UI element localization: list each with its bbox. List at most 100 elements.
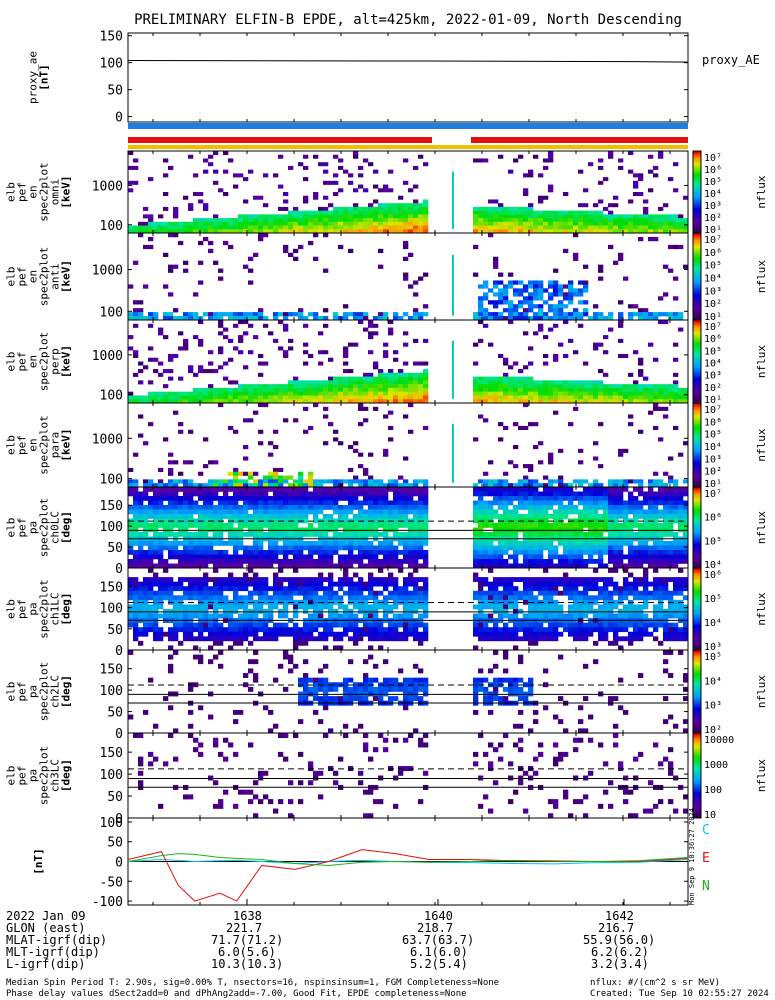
spec-cell xyxy=(128,586,134,592)
spec-cell xyxy=(503,425,509,431)
spec-cell xyxy=(493,210,499,215)
spec-cell xyxy=(408,206,414,211)
spec-cell xyxy=(338,376,344,381)
spec-cell xyxy=(533,288,539,293)
spec-cell xyxy=(353,214,359,219)
spec-cell xyxy=(368,214,374,219)
spec-cell xyxy=(598,199,604,204)
spec-cell xyxy=(268,627,274,633)
spec-cell xyxy=(238,496,244,501)
spec-cell xyxy=(518,391,524,396)
spec-cell xyxy=(353,572,359,578)
spec-cell xyxy=(368,590,374,596)
spec-cell xyxy=(668,545,674,551)
spec-cell xyxy=(418,312,424,317)
spec-cell xyxy=(253,509,259,515)
spec-cell xyxy=(398,491,404,497)
spec-cell xyxy=(343,590,349,596)
spec-cell xyxy=(623,399,629,404)
spec-cell xyxy=(568,214,574,219)
spec-cell xyxy=(588,559,594,564)
spec-cell xyxy=(313,500,319,506)
spec-cell xyxy=(283,323,289,328)
spec-cell xyxy=(138,316,144,321)
spec-cell xyxy=(383,559,389,564)
spec-cell xyxy=(273,604,279,610)
spec-cell xyxy=(513,316,519,321)
spec-cell xyxy=(523,365,529,370)
spec-cell xyxy=(323,384,329,389)
spec-cell xyxy=(388,572,394,578)
spec-cell xyxy=(383,491,389,497)
spec-cell xyxy=(228,514,234,519)
spec-cell xyxy=(383,500,389,506)
spec-cell xyxy=(613,214,619,219)
spec-cell xyxy=(493,376,499,381)
spec-cell xyxy=(483,218,489,223)
spec-cell xyxy=(483,323,489,328)
spec-cell xyxy=(368,505,374,510)
spec-cell xyxy=(133,505,139,510)
spec-cell xyxy=(398,590,404,596)
spec-cell xyxy=(133,225,139,230)
spec-cell xyxy=(323,577,329,582)
spec-cell xyxy=(343,479,349,484)
spec-cell xyxy=(393,380,399,385)
spec-cell xyxy=(208,590,214,596)
spec-cell xyxy=(298,604,304,610)
spec-cell xyxy=(188,627,194,633)
spec-cell xyxy=(243,636,249,642)
spec-cell xyxy=(488,613,494,619)
spec-cell xyxy=(583,210,589,215)
spec-cell xyxy=(308,353,314,359)
spec-cell xyxy=(663,532,669,537)
spec-cell xyxy=(278,500,284,506)
spec-cell xyxy=(413,218,419,223)
spec-cell xyxy=(373,491,379,497)
spec-cell xyxy=(248,568,254,573)
spec-cell xyxy=(348,559,354,564)
spec-cell xyxy=(203,491,209,497)
spec-cell xyxy=(573,350,579,355)
spec-cell xyxy=(383,452,389,457)
spec-cell xyxy=(403,518,409,524)
spec-cell xyxy=(403,229,409,234)
spec-cell xyxy=(358,636,364,642)
spec-cell xyxy=(638,316,644,321)
spec-cell xyxy=(323,380,329,385)
spec-cell xyxy=(483,214,489,219)
spec-cell xyxy=(178,399,184,404)
spec-cell xyxy=(173,229,179,234)
status-bar-yellow xyxy=(128,145,688,149)
spec-cell xyxy=(513,518,519,524)
spec-cell xyxy=(148,595,154,601)
spec-cell xyxy=(193,627,199,633)
spec-cell xyxy=(388,559,394,564)
spec-cell xyxy=(473,518,479,524)
spec-cell xyxy=(578,323,584,328)
spec-cell xyxy=(633,229,639,234)
spec-cell xyxy=(653,214,659,219)
spec-cell xyxy=(133,487,139,492)
spec-cell xyxy=(143,316,149,321)
spec-cell xyxy=(578,280,584,285)
spec-cell xyxy=(243,604,249,610)
spec-cell xyxy=(398,563,404,569)
spec-cell xyxy=(323,316,329,321)
spec-cell xyxy=(618,505,624,510)
spec-cell xyxy=(313,532,319,537)
spec-cell xyxy=(213,631,219,637)
spec-cell xyxy=(493,595,499,601)
spec-cell xyxy=(413,372,419,377)
spec-cell xyxy=(383,184,389,189)
spec-cell xyxy=(548,214,554,219)
spec-cell xyxy=(338,380,344,385)
spec-cell xyxy=(323,233,329,238)
y-axis-label: omni xyxy=(49,179,62,206)
spec-cell xyxy=(328,357,334,362)
spec-cell xyxy=(483,590,489,596)
spec-cell xyxy=(528,500,534,506)
spec-cell xyxy=(488,541,494,546)
spec-cell xyxy=(293,636,299,642)
spec-cell xyxy=(173,487,179,492)
